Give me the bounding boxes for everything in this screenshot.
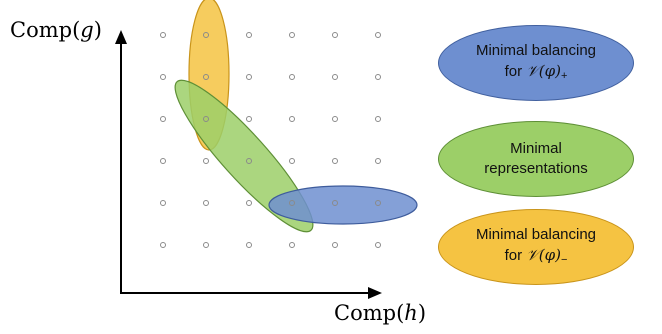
grid-dot [160,74,166,80]
grid-dot [246,32,252,38]
x-axis-label: Comp(h) [334,301,427,325]
grid-dot [289,158,295,164]
legend-blue-line2: for 𝒱(φ)+ [504,61,568,82]
grid-dot [375,74,381,80]
legend-green-line1: Minimal [510,140,562,157]
legend-yellow-line1: Minimal balancing [475,225,597,243]
legend-item-green: Minimal representations [438,121,634,197]
grid-dot [203,116,209,122]
x-axis-arrowhead [368,287,382,299]
grid-dot [203,158,209,164]
grid-dot [246,74,252,80]
grid-dot [332,242,338,248]
grid-dot [246,116,252,122]
grid-dot [160,200,166,206]
grid-dots [160,32,381,248]
grid-dot [246,158,252,164]
grid-dot [160,32,166,38]
grid-dot [375,200,381,206]
grid-dot [160,158,166,164]
legend-item-blue: Minimal balancing for 𝒱(φ)+ [438,25,634,101]
grid-dot [203,242,209,248]
grid-dot [375,116,381,122]
y-axis-arrowhead [115,30,127,44]
grid-dot [203,32,209,38]
grid-dot [289,242,295,248]
grid-dot [203,74,209,80]
region-green [174,79,314,233]
grid-dot [289,116,295,122]
grid-dot [332,74,338,80]
grid-dot [375,158,381,164]
legend-green-line2: representations [484,160,588,177]
grid-dot [332,32,338,38]
regions-layer [174,0,418,233]
grid-dot [203,200,209,206]
grid-dot [289,74,295,80]
region-blue [268,185,418,225]
legend-blue-line1: Minimal balancing [475,41,597,59]
y-axis-label: Comp(g) [10,18,102,42]
grid-dot [332,158,338,164]
legend-yellow-line2: for 𝒱(φ)− [504,245,568,266]
grid-dot [375,242,381,248]
grid-dot [332,116,338,122]
legend-item-yellow: Minimal balancing for 𝒱(φ)− [438,209,634,285]
axes [115,30,382,299]
grid-dot [246,242,252,248]
grid-dot [246,200,252,206]
grid-dot [289,200,295,206]
grid-dot [160,242,166,248]
grid-dot [289,32,295,38]
grid-dot [160,116,166,122]
grid-dot [332,200,338,206]
grid-dot [375,32,381,38]
